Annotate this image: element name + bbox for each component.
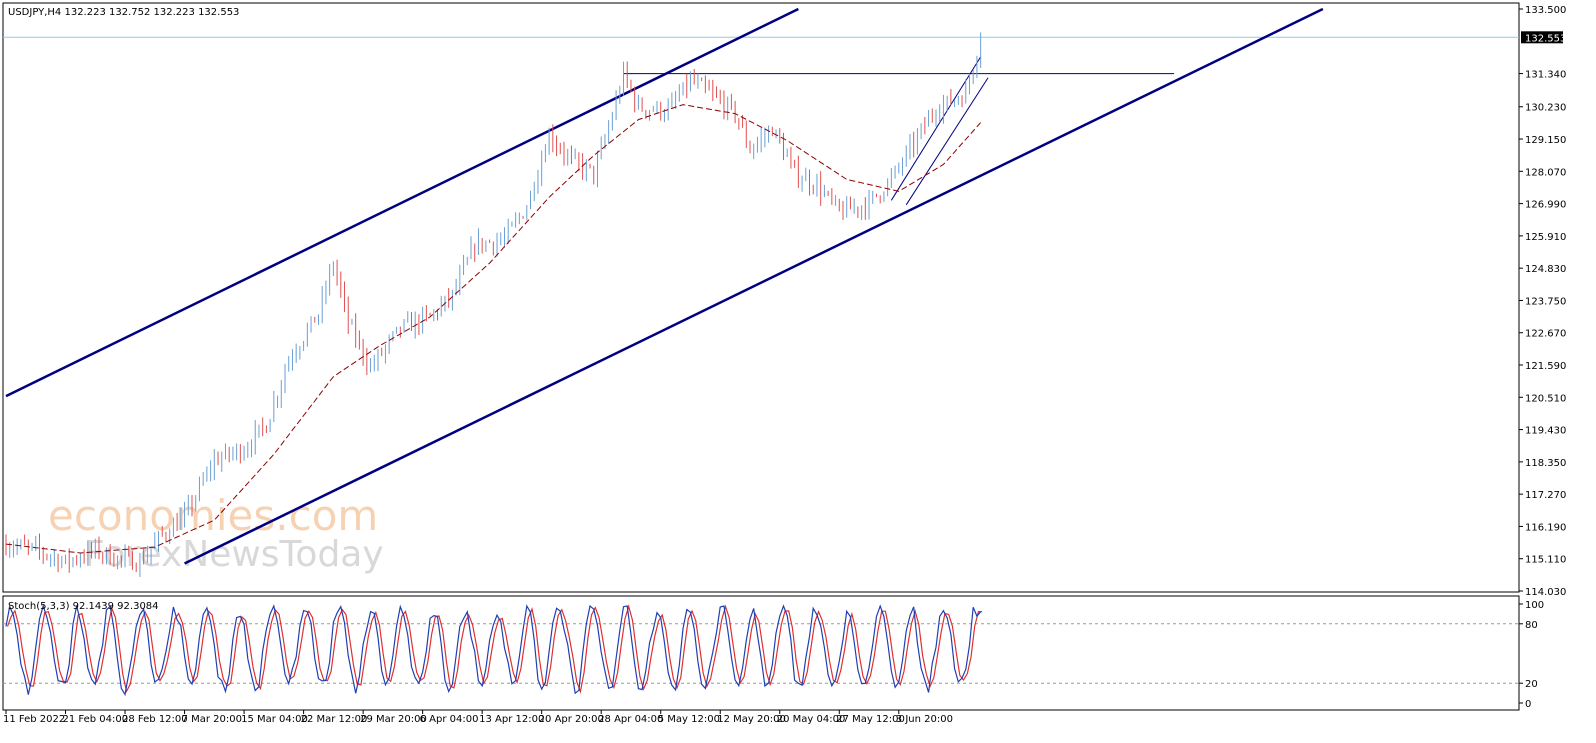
price-tick-label: 131.340 bbox=[1525, 70, 1566, 81]
price-tick-label: 120.510 bbox=[1525, 393, 1566, 404]
time-tick-label: 20 May 04:00 bbox=[777, 714, 846, 725]
stochastic-label: Stoch(5,3,3) 92.1439 92.3084 bbox=[8, 601, 159, 612]
time-tick-label: 15 Mar 04:00 bbox=[241, 714, 308, 725]
price-tick-label: 123.750 bbox=[1525, 296, 1566, 307]
moving-average-layer bbox=[5, 104, 981, 554]
stoch-level-label: 100 bbox=[1525, 600, 1544, 611]
price-tick-label: 125.910 bbox=[1525, 232, 1566, 243]
stoch-level-label: 80 bbox=[1525, 620, 1538, 631]
candles-layer bbox=[5, 32, 982, 577]
time-tick-label: 27 May 12:00 bbox=[836, 714, 905, 725]
stochastic-layer: 100 80 20 0 bbox=[3, 600, 1544, 710]
time-tick-label: 13 Apr 12:00 bbox=[479, 714, 544, 725]
channel-upper-line bbox=[5, 7, 799, 398]
time-tick-label: 28 Apr 04:00 bbox=[598, 714, 663, 725]
trend-lines-layer bbox=[5, 7, 1324, 565]
price-tick-label: 115.110 bbox=[1525, 555, 1566, 566]
stoch-main-line bbox=[5, 603, 982, 697]
current-price-badge: 132.553 bbox=[1521, 31, 1566, 44]
price-tick-label: 124.830 bbox=[1525, 264, 1566, 275]
time-tick-label: 3 Jun 20:00 bbox=[896, 714, 953, 725]
main-pane-border bbox=[2, 2, 1520, 593]
time-tick-label: 11 Feb 2022 bbox=[3, 714, 65, 725]
price-tick-label: 114.030 bbox=[1525, 587, 1566, 598]
price-axis-layer: 133.500 131.340 130.230 129.150 128.070 126.9… bbox=[3, 5, 1566, 598]
price-tick-label: 133.500 bbox=[1525, 5, 1566, 16]
wedge-upper-line bbox=[890, 56, 982, 201]
price-tick-label: 122.670 bbox=[1525, 329, 1566, 340]
price-tick-label: 121.590 bbox=[1525, 361, 1566, 372]
price-tick-label: 129.150 bbox=[1525, 135, 1566, 146]
time-tick-label: 12 May 20:00 bbox=[717, 714, 786, 725]
price-tick-label: 118.350 bbox=[1525, 458, 1566, 469]
stoch-level-label: 20 bbox=[1525, 679, 1538, 690]
time-tick-label: 20 Apr 20:00 bbox=[539, 714, 604, 725]
wedge-lower-line bbox=[905, 77, 989, 206]
stoch-signal-line bbox=[6, 604, 983, 694]
time-tick-label: 29 Mar 20:00 bbox=[360, 714, 427, 725]
channel-lower-line bbox=[184, 7, 1324, 565]
price-tick-label: 126.990 bbox=[1525, 200, 1566, 211]
watermark-economies: economies.com bbox=[48, 491, 378, 540]
time-tick-label: 22 Mar 12:00 bbox=[301, 714, 368, 725]
time-tick-label: 28 Feb 12:00 bbox=[122, 714, 188, 725]
symbol-info: USDJPY,H4 132.223 132.752 132.223 132.55… bbox=[8, 7, 239, 18]
time-tick-label: 6 Apr 04:00 bbox=[420, 714, 479, 725]
time-tick-label: 5 May 12:00 bbox=[658, 714, 720, 725]
price-tick-label: 116.190 bbox=[1525, 522, 1566, 533]
svg-text:132.553: 132.553 bbox=[1525, 33, 1566, 44]
price-tick-label: 117.270 bbox=[1525, 490, 1566, 501]
indicator-pane-border bbox=[2, 595, 1520, 711]
time-tick-label: 7 Mar 20:00 bbox=[182, 714, 242, 725]
time-tick-label: 21 Feb 04:00 bbox=[63, 714, 129, 725]
price-tick-label: 130.230 bbox=[1525, 103, 1566, 114]
price-tick-label: 128.070 bbox=[1525, 167, 1566, 178]
moving-average-line bbox=[5, 104, 981, 554]
stoch-level-label: 0 bbox=[1525, 699, 1531, 710]
price-tick-label: 119.430 bbox=[1525, 426, 1566, 437]
